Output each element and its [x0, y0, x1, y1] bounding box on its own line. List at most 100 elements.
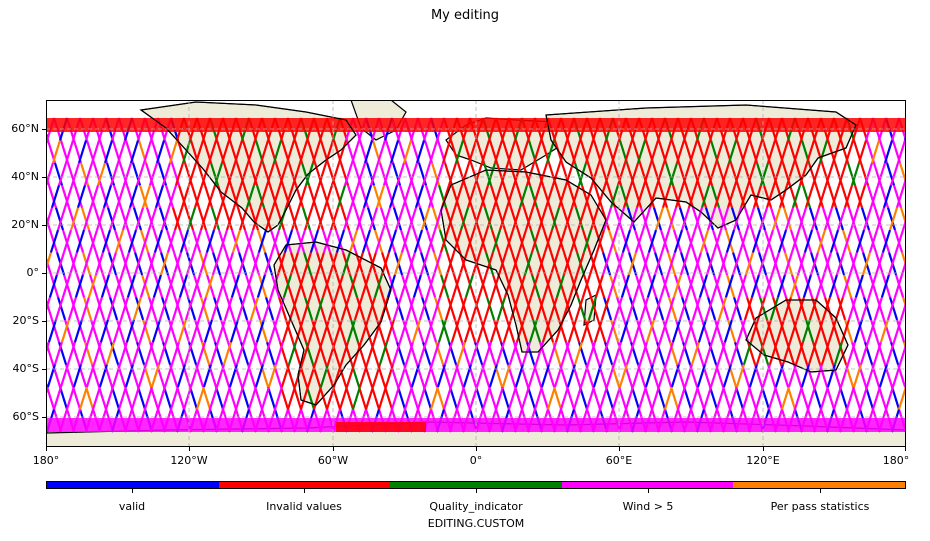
track-segment	[836, 207, 847, 231]
track-segment	[769, 297, 779, 321]
track-segment	[545, 319, 555, 343]
track-segment	[817, 184, 828, 209]
track-segment	[802, 274, 812, 298]
track-segment	[202, 386, 212, 410]
track-segment	[222, 341, 232, 366]
track-segment	[815, 274, 825, 298]
track-segment	[618, 364, 628, 388]
track-segment	[581, 274, 591, 298]
track-segment	[260, 386, 270, 410]
track-segment	[283, 229, 294, 253]
track-segment	[374, 229, 385, 253]
track-segment	[469, 341, 479, 366]
track-segment	[135, 162, 146, 186]
track-segment	[386, 274, 396, 298]
track-segment	[477, 274, 487, 298]
track-segment	[691, 207, 702, 231]
track-segment	[73, 319, 83, 343]
track-segment	[639, 297, 649, 321]
track-segment	[826, 386, 836, 410]
track-segment	[804, 274, 814, 298]
track-segment	[454, 319, 464, 343]
track-segment	[675, 319, 685, 343]
track-segment	[674, 274, 684, 298]
track-segment	[197, 207, 208, 231]
track-segment	[384, 364, 394, 388]
track-segment	[871, 386, 881, 410]
track-segment	[644, 364, 654, 388]
track-segment	[245, 184, 256, 209]
track-segment	[476, 319, 486, 343]
track-segment	[841, 274, 851, 298]
track-segment	[530, 229, 541, 253]
track-segment	[441, 319, 451, 343]
track-segment	[206, 184, 217, 209]
track-segment	[385, 184, 396, 209]
map-area[interactable]	[46, 100, 906, 447]
track-segment	[698, 274, 708, 298]
track-segment	[668, 162, 679, 186]
track-segment	[762, 184, 773, 209]
track-segment	[844, 140, 855, 164]
track-segment	[549, 252, 559, 276]
track-segment	[522, 297, 532, 321]
track-segment	[587, 297, 597, 321]
track-segment	[284, 184, 295, 209]
track-segment	[667, 207, 678, 231]
track-segment	[284, 274, 294, 298]
track-segment	[895, 274, 905, 298]
track-segment	[63, 184, 74, 209]
track-segment	[872, 341, 882, 366]
track-segment	[844, 319, 854, 343]
track-segment	[710, 319, 720, 343]
track-segment	[321, 274, 331, 298]
track-segment	[210, 297, 220, 321]
track-segment	[489, 319, 499, 343]
track-segment	[649, 319, 659, 343]
track-segment	[144, 341, 154, 366]
track-segment	[488, 364, 498, 388]
track-segment	[215, 364, 225, 388]
track-segment	[119, 297, 129, 321]
track-segment	[544, 274, 554, 298]
ytick-label: 40°N	[11, 170, 39, 183]
track-segment	[657, 364, 667, 388]
south-america-coast	[273, 241, 392, 406]
track-segment	[113, 274, 123, 298]
track-segment	[756, 207, 767, 231]
track-segment	[109, 162, 120, 186]
track-segment	[379, 207, 390, 231]
track-segment	[569, 229, 580, 253]
track-segment	[291, 297, 301, 321]
track-segment	[659, 274, 669, 298]
track-segment	[789, 274, 799, 298]
track-segment	[117, 386, 127, 410]
track-segment	[426, 229, 437, 253]
track-segment	[291, 162, 302, 186]
track-segment	[465, 229, 476, 253]
track-segment	[460, 297, 470, 321]
track-segment	[143, 386, 153, 410]
track-segment	[464, 274, 474, 298]
track-segment	[880, 274, 890, 298]
track-segment	[264, 207, 275, 231]
track-segment	[476, 184, 487, 209]
track-segment	[252, 162, 263, 186]
track-segment	[519, 319, 529, 343]
track-segment	[780, 386, 790, 410]
ytick-label: 20°S	[12, 314, 39, 327]
track-segment	[879, 319, 889, 343]
track-segment	[594, 274, 604, 298]
track-segment	[854, 274, 864, 298]
track-segment	[181, 319, 191, 343]
xtick-mark	[189, 447, 190, 451]
track-segment	[198, 252, 208, 276]
track-segment	[787, 364, 797, 388]
track-segment	[462, 386, 472, 410]
track-segment	[207, 140, 218, 164]
track-segment	[740, 140, 751, 164]
track-segment	[782, 297, 792, 321]
track-segment	[270, 229, 281, 253]
track-segment	[527, 386, 537, 410]
track-segment	[286, 386, 296, 410]
